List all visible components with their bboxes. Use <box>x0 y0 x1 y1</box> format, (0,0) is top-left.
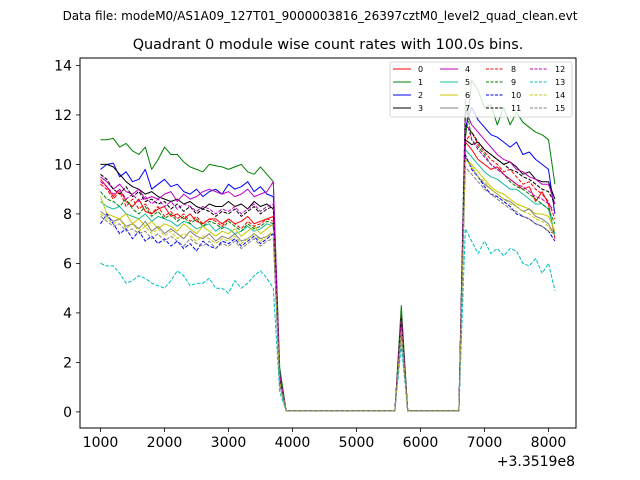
legend-label-5: 5 <box>465 78 470 87</box>
legend-label-2: 2 <box>418 91 423 100</box>
legend-label-4: 4 <box>465 65 470 74</box>
y-tick-label: 12 <box>54 108 72 124</box>
chart-title: Quadrant 0 module wise count rates with … <box>133 37 524 53</box>
y-tick-label: 10 <box>54 157 72 173</box>
legend-label-11: 11 <box>511 104 521 113</box>
legend-label-12: 12 <box>555 65 565 74</box>
legend-label-13: 13 <box>555 78 565 87</box>
plot-area-frame <box>79 57 577 429</box>
series-line-10 <box>100 154 556 412</box>
x-tick-label: 3000 <box>211 435 247 451</box>
x-tick-label: 8000 <box>531 435 567 451</box>
legend-label-0: 0 <box>418 65 423 74</box>
y-tick-label: 14 <box>54 58 72 74</box>
legend-label-8: 8 <box>511 65 516 74</box>
series-layer <box>100 79 556 412</box>
x-tick-label: 5000 <box>339 435 375 451</box>
legend-label-9: 9 <box>511 78 516 87</box>
y-tick-label: 2 <box>63 355 72 371</box>
series-line-14 <box>100 159 556 412</box>
x-axis-offset-label: +3.3519e8 <box>497 454 575 470</box>
y-tick-label: 8 <box>63 207 72 223</box>
x-tick-label: 6000 <box>403 435 439 451</box>
x-tick-label: 4000 <box>275 435 311 451</box>
x-axis: 1000 2000 3000 4000 5000 6000 7000 8000 <box>83 428 567 451</box>
legend-label-1: 1 <box>418 78 423 87</box>
x-tick-label: 7000 <box>467 435 503 451</box>
y-tick-label: 4 <box>63 306 72 322</box>
series-line-15 <box>100 166 556 412</box>
y-axis: 0 2 4 6 8 10 12 14 <box>54 58 80 421</box>
x-tick-label: 1000 <box>83 435 119 451</box>
legend-label-6: 6 <box>465 91 470 100</box>
legend-label-3: 3 <box>418 104 423 113</box>
legend-label-10: 10 <box>511 91 521 100</box>
legend-label-7: 7 <box>465 104 470 113</box>
y-tick-label: 0 <box>63 405 72 421</box>
x-tick-label: 2000 <box>147 435 183 451</box>
legend-label-14: 14 <box>555 91 565 100</box>
y-tick-label: 6 <box>63 256 72 272</box>
legend-label-15: 15 <box>555 104 565 113</box>
suptitle: Data file: modeM0/AS1A09_127T01_90000038… <box>63 9 578 23</box>
legend-box <box>389 61 573 118</box>
